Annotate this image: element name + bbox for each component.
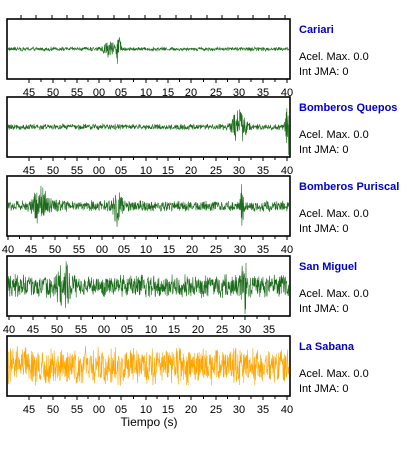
x-tick-label: 30 [239, 324, 251, 336]
x-tick-label: 55 [75, 324, 87, 336]
x-tick-label: 00 [93, 404, 105, 416]
x-tick-label: 40 [3, 324, 15, 336]
x-tick-label: 55 [71, 404, 83, 416]
x-tick-label: 40 [281, 87, 293, 99]
station-panel-1: 45 50 55 00 05 10 15 20 25 30 35 40 Bomberos Quepos A… [6, 96, 397, 177]
int-jma-text: Int JMA: 0 [299, 303, 349, 315]
x-tick-label: 20 [185, 165, 197, 177]
station-name: Cariari [299, 24, 334, 36]
x-tick-label: 05 [115, 404, 127, 416]
x-tick-label: 25 [216, 324, 228, 336]
x-tick-label: 20 [192, 324, 204, 336]
x-tick-label: 15 [168, 324, 180, 336]
station-name: San Miguel [299, 261, 357, 273]
x-tick-label: 30 [233, 404, 245, 416]
x-tick-label: 25 [210, 404, 222, 416]
x-tick-label: 45 [27, 324, 39, 336]
x-tick-label: 20 [185, 404, 197, 416]
acel-max-text: Acel. Max. 0.0 [299, 208, 369, 220]
x-tick-label: 35 [257, 244, 269, 256]
x-tick-label: 00 [93, 165, 105, 177]
waveform-trace [8, 37, 289, 64]
station-panel-4: 45 50 55 00 05 10 15 20 25 30 35 40 La Sabana Acel. M… [6, 335, 369, 416]
x-tick-label: 45 [25, 244, 37, 256]
x-tick-label: 15 [162, 87, 174, 99]
acel-max-text: Acel. Max. 0.0 [299, 368, 369, 380]
x-tick-label: 05 [115, 87, 127, 99]
x-tick-label: 00 [98, 324, 110, 336]
x-tick-label: 10 [145, 324, 157, 336]
x-tick-label: 00 [93, 87, 105, 99]
x-tick-label: 30 [233, 87, 245, 99]
int-jma-text: Int JMA: 0 [299, 223, 349, 235]
x-tick-label: 25 [210, 244, 222, 256]
int-jma-text: Int JMA: 0 [299, 66, 349, 78]
x-tick-label: 10 [140, 404, 152, 416]
x-tick-label: 50 [47, 87, 59, 99]
station-panel-2: 40 45 50 55 00 05 10 15 20 25 30 35 40 Bomberos Puris… [2, 175, 399, 256]
x-tick-label: 25 [210, 87, 222, 99]
x-tick-label: 15 [162, 165, 174, 177]
x-tick-label: 40 [281, 165, 293, 177]
x-tick-label: 35 [257, 404, 269, 416]
x-tick-label: 50 [49, 244, 61, 256]
x-tick-label: 50 [47, 165, 59, 177]
x-tick-label: 50 [51, 324, 63, 336]
x-tick-label: 55 [73, 244, 85, 256]
waveform-trace [8, 108, 289, 156]
x-tick-label: 10 [140, 165, 152, 177]
acel-max-text: Acel. Max. 0.0 [299, 129, 369, 141]
waveform-trace [8, 346, 289, 387]
station-name: Bomberos Puriscal [299, 181, 399, 193]
acel-max-text: Acel. Max. 0.0 [299, 288, 369, 300]
x-tick-label: 45 [23, 87, 35, 99]
x-tick-label: 45 [23, 404, 35, 416]
x-tick-label: 05 [121, 324, 133, 336]
station-name: Bomberos Quepos [299, 102, 397, 114]
x-tick-label: 40 [281, 244, 293, 256]
station-panel-3: 40 45 50 55 00 05 10 15 20 25 30 35 San Miguel Acel. … [3, 255, 369, 336]
x-tick-label: 15 [162, 404, 174, 416]
x-tick-label: 05 [118, 244, 130, 256]
station-panel-0: 45 50 55 00 05 10 15 20 25 30 35 40 Cariari Acel. Max… [6, 15, 369, 99]
x-tick-label: 55 [71, 87, 83, 99]
x-tick-label: 35 [263, 324, 275, 336]
x-tick-label: 20 [186, 244, 198, 256]
x-tick-label: 55 [71, 165, 83, 177]
x-tick-label: 40 [2, 244, 14, 256]
x-tick-label: 25 [210, 165, 222, 177]
x-tick-label: 35 [257, 87, 269, 99]
station-name: La Sabana [299, 341, 355, 353]
x-tick-label: 15 [163, 244, 175, 256]
int-jma-text: Int JMA: 0 [299, 383, 349, 395]
x-axis-label: Tiempo (s) [121, 415, 178, 429]
x-tick-label: 00 [96, 244, 108, 256]
x-tick-label: 20 [185, 87, 197, 99]
x-tick-label: 45 [23, 165, 35, 177]
x-tick-label: 30 [233, 165, 245, 177]
int-jma-text: Int JMA: 0 [299, 144, 349, 156]
x-tick-label: 50 [47, 404, 59, 416]
waveform-trace [8, 261, 289, 315]
x-tick-label: 40 [281, 404, 293, 416]
x-tick-label: 10 [140, 244, 152, 256]
x-tick-label: 05 [115, 165, 127, 177]
x-tick-label: 10 [140, 87, 152, 99]
x-tick-label: 30 [234, 244, 246, 256]
waveform-trace [8, 184, 289, 227]
acel-max-text: Acel. Max. 0.0 [299, 51, 369, 63]
x-tick-label: 35 [257, 165, 269, 177]
